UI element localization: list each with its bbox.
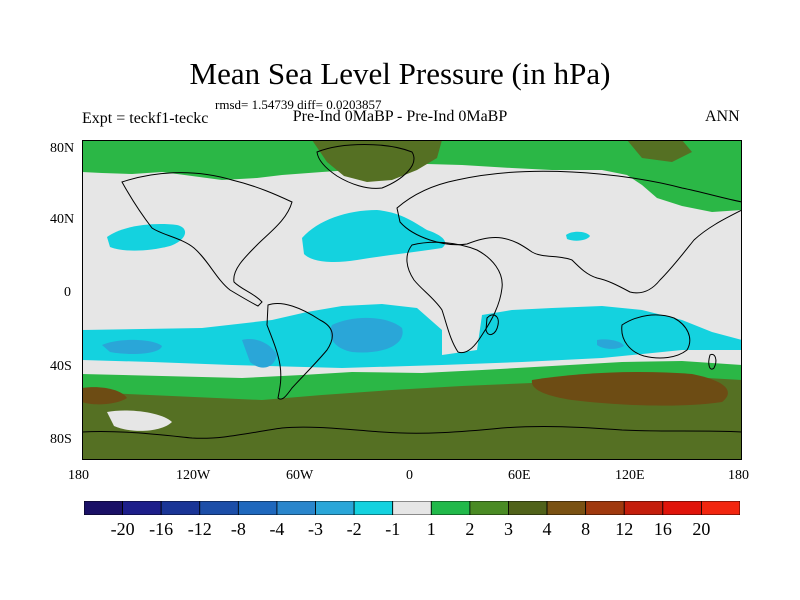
map-frame: [82, 140, 742, 460]
colorbar-box: [276, 501, 316, 515]
lon-label-180w: 180: [68, 468, 89, 483]
colorbar-box: [353, 501, 394, 515]
colorbar-tick-label: -20: [110, 519, 135, 539]
coastline-north-america: [121, 172, 293, 307]
lon-label-0: 0: [406, 468, 413, 483]
colorbar-box: [546, 501, 587, 515]
colorbar-tick-label: 12: [615, 519, 634, 539]
pacific-deep-low: [102, 339, 162, 354]
colorbar-box: [430, 501, 471, 515]
pressure-difference-map: [82, 140, 742, 460]
lat-label-40n: 40N: [50, 212, 75, 227]
colorbar-tick-label: 16: [653, 519, 672, 539]
indian-deep-low: [597, 339, 624, 349]
ross-brown-high: [82, 387, 127, 405]
colorbar-box: [701, 501, 740, 515]
coastline-africa: [406, 241, 503, 354]
colorbar-tick-label: -12: [187, 519, 212, 539]
colorbar-box: [84, 501, 123, 515]
southern-brown-high: [531, 372, 728, 406]
colorbar-box: [662, 501, 702, 515]
colorbar-tick-label: 4: [542, 519, 552, 539]
greenland-high: [312, 140, 442, 182]
colorbar-box: [199, 501, 239, 515]
colorbar-tick-label: -3: [308, 519, 324, 539]
colorbar-box: [585, 501, 625, 515]
lat-label-80s: 80S: [50, 432, 72, 447]
chile-deep-low: [242, 339, 277, 368]
colorbar-box: [122, 501, 162, 515]
weddell-neutral: [107, 410, 172, 431]
period-label: Pre-Ind 0MaBP - Pre-Ind 0MaBP: [292, 108, 508, 125]
siberia-high: [627, 140, 692, 162]
lon-label-120e: 120E: [615, 468, 645, 483]
colorbar-box: [315, 501, 355, 515]
colorbar-boxes: [84, 501, 740, 515]
colorbar-box: [237, 501, 278, 515]
arctic-green-band: [82, 140, 742, 212]
colorbar-tick-label: -4: [269, 519, 285, 539]
lon-label-180e: 180: [728, 468, 749, 483]
colorbar-tick-label: 2: [465, 519, 475, 539]
coastline-south-america: [266, 303, 333, 400]
coastline-greenland: [316, 144, 415, 189]
lat-label-0: 0: [64, 285, 71, 300]
coastline-madagascar: [485, 314, 499, 336]
coastline-australia: [621, 314, 691, 359]
lon-label-60e: 60E: [508, 468, 531, 483]
colorbar-box: [623, 501, 664, 515]
lat-label-80n: 80N: [50, 141, 75, 156]
colorbar-tick-label: 20: [692, 519, 711, 539]
colorbar-tick-label: -8: [230, 519, 246, 539]
colorbar-box: [392, 501, 432, 515]
experiment-label: Expt = teckf1-teckc: [82, 110, 209, 127]
colorbar-tick-label: -2: [346, 519, 362, 539]
north-pacific-low: [107, 224, 186, 251]
colorbar-box: [160, 501, 201, 515]
coastlines: [82, 144, 742, 439]
lon-label-60w: 60W: [286, 468, 314, 483]
coastline-new-zealand: [708, 353, 717, 370]
colorbar-tick-label: -16: [149, 519, 174, 539]
stats-label: rmsd= 1.54739 diff= 0.0203857: [215, 97, 382, 112]
atlantic-deep-low: [330, 317, 403, 353]
lon-label-120w: 120W: [176, 468, 211, 483]
colorbar: [84, 501, 740, 515]
colorbar-tick-label: -1: [385, 519, 401, 539]
lat-label-40s: 40S: [50, 359, 72, 374]
colorbar-box: [469, 501, 509, 515]
colorbar-tick-label: 1: [426, 519, 436, 539]
chart-title: Mean Sea Level Pressure (in hPa): [189, 56, 611, 91]
coastline-antarctica: [82, 426, 742, 439]
coastline-eurasia: [396, 170, 742, 294]
colorbar-box: [508, 501, 548, 515]
season-label: ANN: [705, 108, 740, 125]
colorbar-tick-label: 3: [503, 519, 513, 539]
asia-low: [566, 231, 590, 241]
colorbar-tick-label: 8: [581, 519, 591, 539]
